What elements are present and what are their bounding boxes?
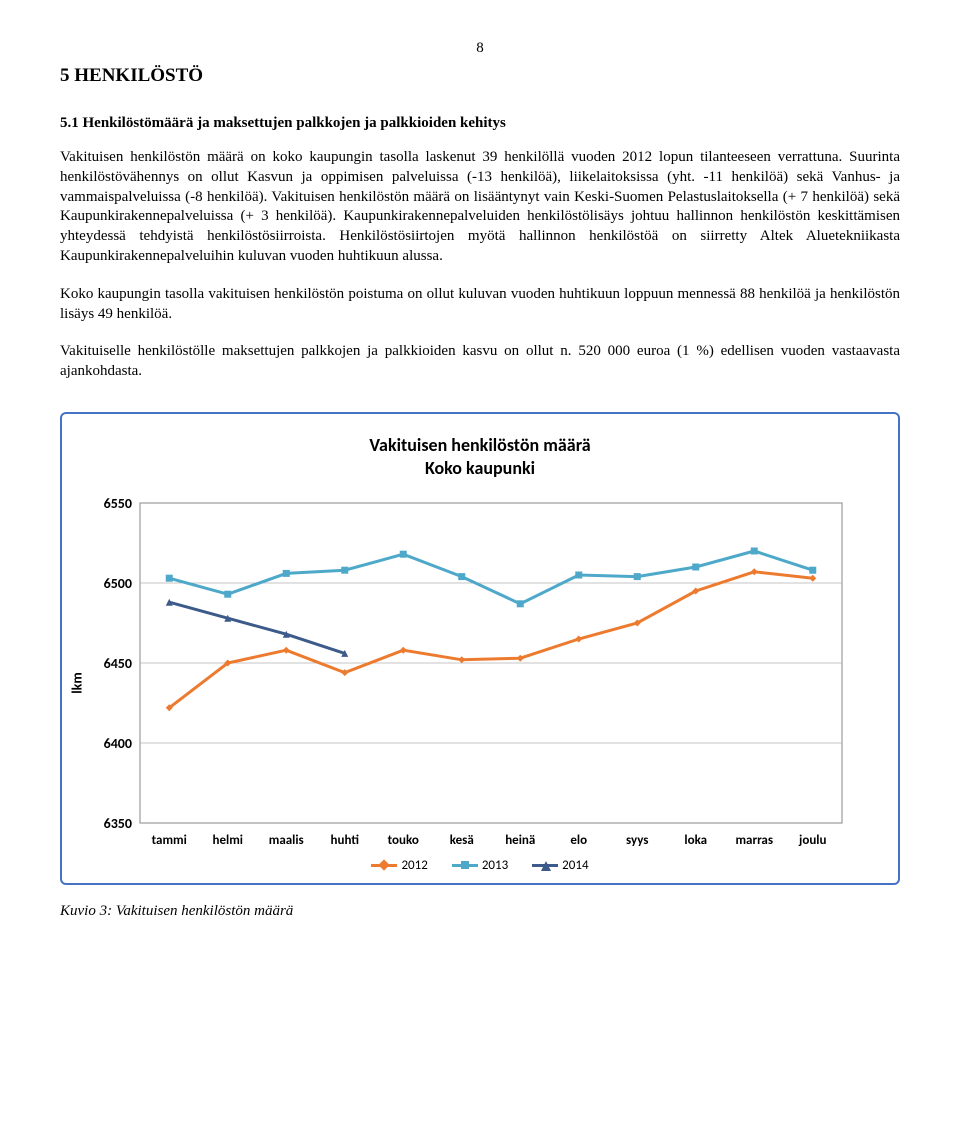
- chart-plot-area: lkm 63506400645065006550 tammihelmimaali…: [92, 493, 868, 873]
- paragraph-2: Koko kaupungin tasolla vakituisen henkil…: [60, 285, 900, 325]
- svg-text:6550: 6550: [104, 495, 132, 512]
- legend-item: 2012: [371, 858, 427, 873]
- svg-text:6350: 6350: [104, 815, 132, 832]
- x-tick-label: loka: [667, 833, 726, 848]
- x-tick-label: syys: [608, 833, 667, 848]
- x-tick-label: joulu: [784, 833, 843, 848]
- subsection-heading: 5.1 Henkilöstömäärä ja maksettujen palkk…: [60, 115, 900, 132]
- x-tick-label: elo: [550, 833, 609, 848]
- svg-text:6450: 6450: [104, 655, 132, 672]
- x-tick-label: kesä: [433, 833, 492, 848]
- paragraph-3: Vakituiselle henkilöstölle maksettujen p…: [60, 342, 900, 382]
- paragraph-1: Vakituisen henkilöstön määrä on koko kau…: [60, 148, 900, 267]
- x-tick-label: heinä: [491, 833, 550, 848]
- svg-text:6500: 6500: [104, 575, 132, 592]
- legend-item: 2014: [532, 858, 588, 873]
- legend-item: 2013: [452, 858, 508, 873]
- chart-legend: 2012 2013 2014: [92, 858, 868, 873]
- legend-label: 2012: [401, 858, 427, 873]
- chart-title-line2: Koko kaupunki: [425, 457, 535, 479]
- legend-label: 2013: [482, 858, 508, 873]
- figure-caption: Kuvio 3: Vakituisen henkilöstön määrä: [60, 903, 900, 920]
- page-number: 8: [60, 40, 900, 57]
- x-tick-label: huhti: [316, 833, 375, 848]
- x-tick-label: maalis: [257, 833, 316, 848]
- chart-container: Vakituisen henkilöstön määrä Koko kaupun…: [60, 412, 900, 885]
- section-heading: 5 HENKILÖSTÖ: [60, 65, 900, 87]
- y-axis-label: lkm: [68, 672, 85, 694]
- x-tick-label: touko: [374, 833, 433, 848]
- x-tick-label: marras: [725, 833, 784, 848]
- x-tick-label: tammi: [140, 833, 199, 848]
- x-tick-label: helmi: [199, 833, 258, 848]
- line-chart-svg: 6350 6400 6450 6500 6550: [92, 493, 852, 833]
- chart-title-line1: Vakituisen henkilöstön määrä: [369, 434, 590, 456]
- legend-label: 2014: [562, 858, 588, 873]
- svg-text:6400: 6400: [104, 735, 132, 752]
- x-axis-labels: tammihelmimaalishuhtitoukokesäheinäelosy…: [140, 833, 842, 848]
- chart-title: Vakituisen henkilöstön määrä Koko kaupun…: [92, 434, 868, 481]
